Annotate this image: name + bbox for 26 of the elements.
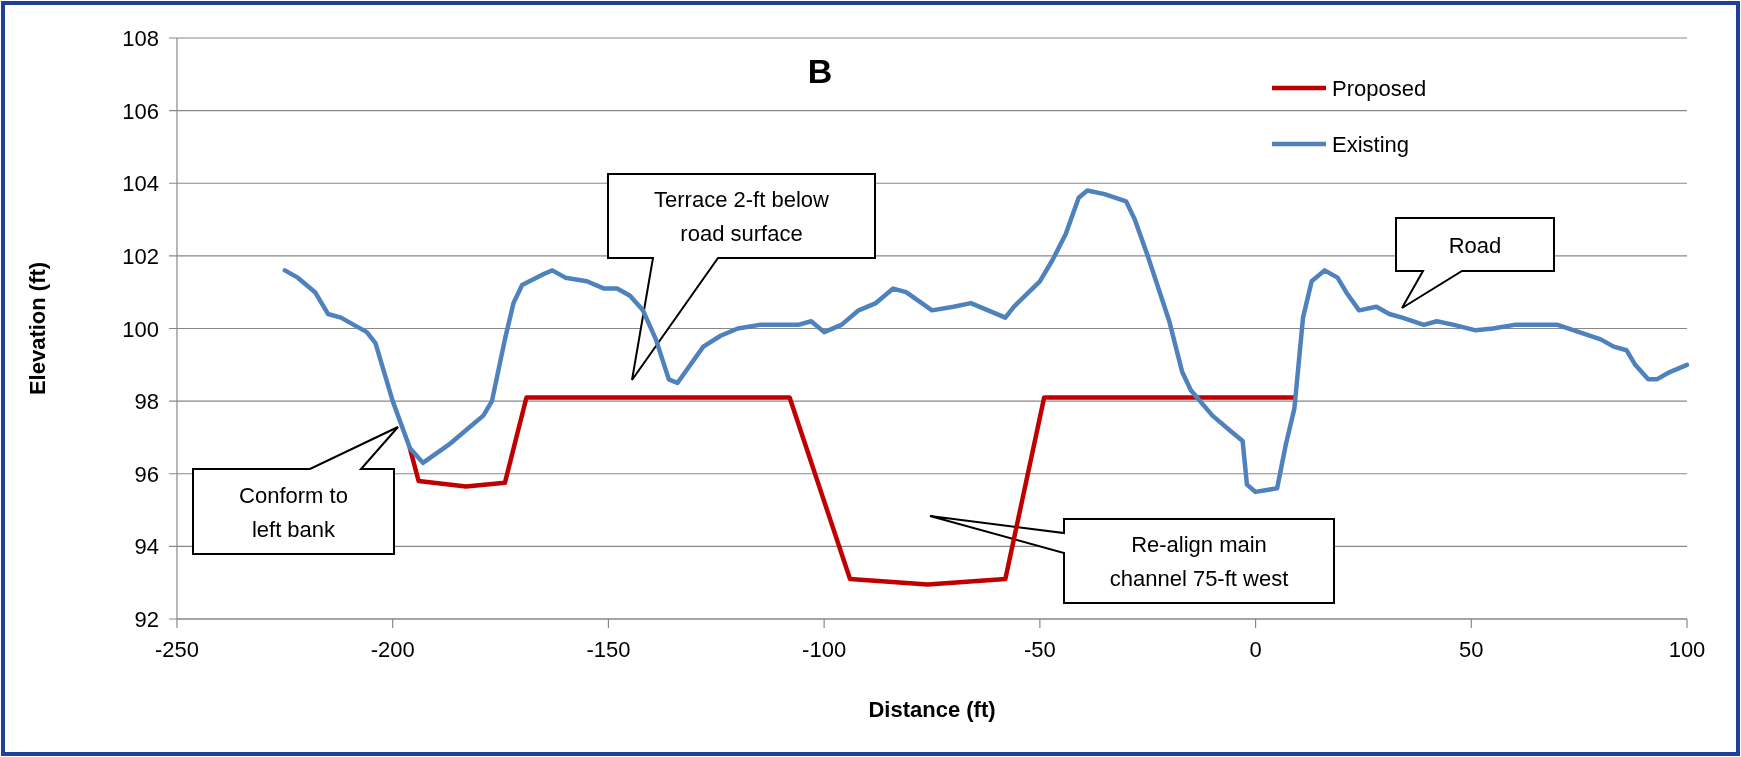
annotation: Terrace 2-ft below road surface	[654, 187, 830, 246]
x-tick-label: 0	[1249, 637, 1262, 662]
x-tick-label: -200	[370, 637, 415, 662]
annotation: Road	[1448, 232, 1502, 258]
y-tick-label: 104	[122, 171, 159, 197]
legend-label: Proposed	[1332, 76, 1427, 101]
y-tick-label: 96	[134, 461, 159, 487]
x-tick-label: 50	[1459, 637, 1484, 662]
y-tick-label: 100	[122, 316, 159, 342]
y-tick-label: 98	[134, 389, 159, 415]
y-axis-title: Elevation (ft)	[25, 261, 50, 396]
chart-title: B	[807, 52, 833, 90]
x-axis-title: Distance (ft)	[868, 697, 996, 722]
y-tick-label: 108	[122, 26, 159, 51]
x-tick-label: -250	[154, 637, 200, 662]
x-tick-label: -50	[1023, 637, 1056, 662]
y-tick-label: 106	[122, 98, 159, 124]
y-tick-label: 92	[134, 607, 159, 632]
x-tick-label: -100	[802, 637, 847, 662]
y-tick-label: 102	[122, 243, 159, 269]
annotation: Conform to left bank	[239, 482, 348, 542]
annotation: Re-align main channel 75-ft west	[1109, 532, 1289, 591]
x-tick-label: -150	[586, 637, 631, 662]
y-tick-label: 94	[134, 534, 159, 560]
x-tick-label: 100	[1668, 637, 1706, 662]
legend-label: Existing	[1332, 132, 1410, 157]
